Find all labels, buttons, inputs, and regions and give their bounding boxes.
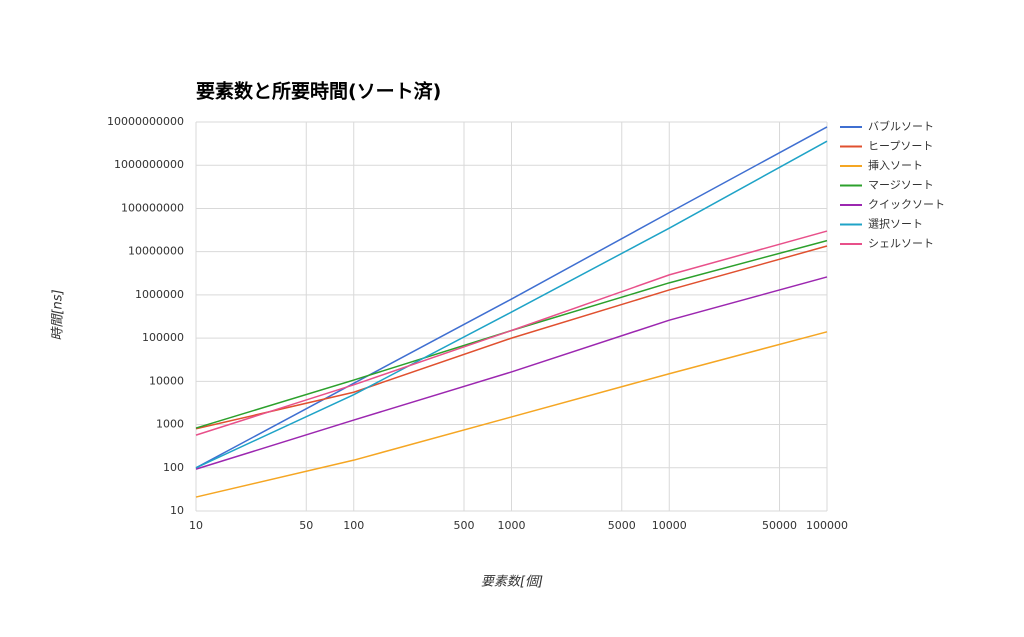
y-tick-label: 100000000 [121,201,184,214]
y-tick-label: 10000000000 [107,115,184,128]
legend-label: マージソート [868,179,934,192]
legend-label: 選択ソート [868,217,923,231]
x-tick-label: 100000 [806,519,848,532]
x-axis-title: 要素数[個] [481,575,543,590]
x-tick-label: 10 [189,519,203,532]
series-line [195,245,828,430]
series-line [195,331,828,498]
y-tick-label: 10000 [149,374,184,387]
series-line [195,140,828,469]
y-axis-title: 時間[ns] [51,289,66,340]
y-tick-label: 10 [170,504,184,517]
legend-label: シェルソート [868,237,934,250]
y-tick-label: 1000000000 [114,158,184,171]
x-tick-label: 10000 [652,519,687,532]
legend-label: クイックソート [868,198,945,211]
series-line [195,276,828,470]
x-tick-label: 1000 [498,519,526,532]
legend-label: バブルソート [868,119,934,133]
series-line [195,230,828,436]
y-tick-label: 1000000 [135,288,184,301]
x-tick-label: 50000 [762,519,797,532]
y-tick-label: 1000 [156,418,184,431]
y-tick-label: 100 [163,461,184,474]
legend-label: 挿入ソート [868,158,923,172]
series-line [195,126,828,469]
x-tick-label: 100 [343,519,364,532]
legend-label: ヒープソート [868,140,933,153]
x-tick-label: 5000 [608,519,636,532]
chart-title: 要素数と所要時間(ソート済) [196,80,441,103]
x-tick-label: 500 [454,519,475,532]
y-tick-label: 10000000 [128,245,184,258]
x-tick-label: 50 [299,519,313,532]
y-tick-label: 100000 [142,331,184,344]
